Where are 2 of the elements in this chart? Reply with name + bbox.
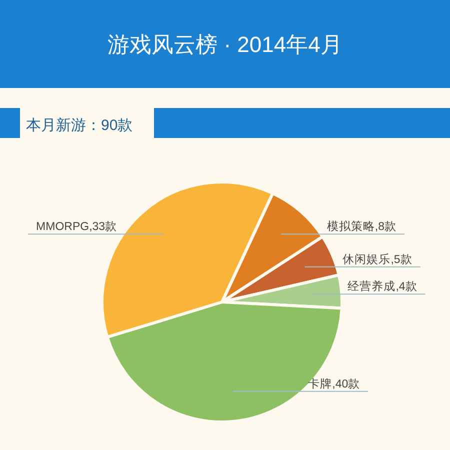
title: 游戏风云榜 · 2014年4月 <box>108 32 342 57</box>
subtitle: 本月新游：90款 <box>26 117 133 134</box>
